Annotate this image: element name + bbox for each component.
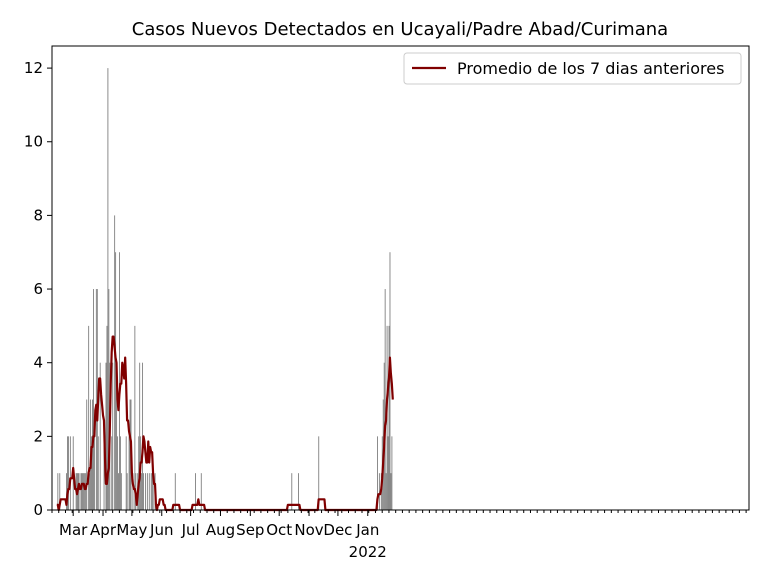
bar [389,252,391,510]
bar [143,473,144,510]
bar [126,473,128,510]
bar [117,436,118,510]
bar [99,362,101,510]
bar [66,473,67,510]
bar [145,473,146,510]
bar [93,289,94,510]
bar [114,215,116,510]
x-tick-label: May [116,521,147,539]
bar [82,473,84,510]
bar [174,473,176,510]
x-tick-label: Oct [266,521,292,539]
bar [151,473,153,510]
bar [129,399,131,510]
bar [119,252,120,510]
bar [95,289,97,510]
bar [298,473,299,510]
bar [390,473,392,510]
y-tick-label: 0 [33,501,43,519]
x-tick-label: Mar [59,521,88,539]
bar [105,362,107,510]
moving-average-line [56,335,394,512]
y-tick-label: 2 [33,427,43,445]
y-tick-label: 8 [33,206,43,224]
x-axis: Mar Apr May Jun Jul Aug Sep Oct Nov Dec Jan 2022 [51,510,747,561]
bar [146,473,148,510]
y-tick-label: 10 [24,133,43,151]
bar [150,473,152,510]
x-tick-label: Apr [90,521,117,539]
y-tick-label: 12 [24,59,43,77]
bar [59,473,61,510]
bar [148,473,150,510]
bar [112,362,114,510]
bar [384,289,386,510]
y-tick-label: 4 [33,354,43,372]
x-tick-label: Jul [181,521,200,539]
bar [377,436,378,510]
y-tick-label: 6 [33,280,43,298]
bar [84,473,86,510]
bar [119,436,121,510]
bar [89,473,91,510]
bar [141,473,143,510]
bar [115,252,117,510]
x-tick-label: Dec [323,521,352,539]
bar [318,436,320,510]
bar [385,473,387,510]
bar [387,436,389,510]
bar [138,436,140,510]
bar [195,473,196,510]
bar [118,473,119,510]
bar [111,436,113,510]
y-axis: 0 2 4 6 8 10 12 [24,59,52,519]
x-tick-label: Nov [294,521,323,539]
bar [116,362,118,510]
legend-label: Promedio de los 7 dias anteriores [457,59,724,78]
bar [378,473,380,510]
legend-box [403,52,742,85]
bar [91,436,92,510]
bar [106,325,108,510]
bar [107,68,109,510]
x-tick-label: Aug [206,521,235,539]
bar [391,436,393,510]
bar [57,473,59,510]
bar [388,325,390,510]
bar [125,436,127,510]
plot-frame [51,45,750,511]
legend: Promedio de los 7 dias anteriores [403,52,742,85]
bar [120,473,122,510]
bar [200,473,202,510]
chart-title: Casos Nuevos Detectados en Ucayali/Padre… [132,19,668,40]
x-tick-label: Sep [236,521,264,539]
x-tick-label: Jan [355,521,379,539]
bar-group [57,68,393,510]
bar [67,436,69,510]
bar [85,473,87,510]
bar [108,289,110,510]
bar [97,436,99,510]
bar [103,436,105,510]
bar [132,473,134,510]
bar [134,325,136,510]
bar [93,436,95,510]
bar [88,325,90,510]
bar [291,473,293,510]
bar [69,436,71,510]
bar [81,473,83,510]
bar [92,399,93,510]
bar [139,362,141,510]
bar [86,399,88,510]
bar [80,473,82,510]
x-tick-sublabel: 2022 [349,543,387,561]
bar [78,473,80,510]
bar [83,473,85,510]
bar [128,436,130,510]
bar [152,473,154,510]
x-tick-label: Jun [149,521,173,539]
bar [67,436,68,510]
